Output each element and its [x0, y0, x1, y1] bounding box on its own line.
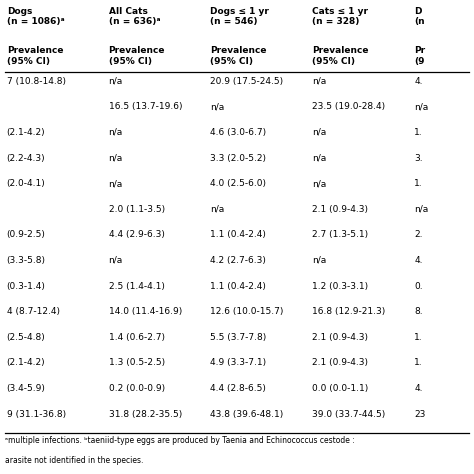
- Text: n/a: n/a: [109, 77, 123, 86]
- Text: n/a: n/a: [312, 128, 327, 137]
- Text: n/a: n/a: [109, 128, 123, 137]
- Text: 2.5 (1.4-4.1): 2.5 (1.4-4.1): [109, 282, 164, 291]
- Text: 4.6 (3.0-6.7): 4.6 (3.0-6.7): [210, 128, 266, 137]
- Text: n/a: n/a: [414, 102, 428, 111]
- Text: 4.4 (2.9-6.3): 4.4 (2.9-6.3): [109, 230, 164, 239]
- Text: 2.1 (0.9-4.3): 2.1 (0.9-4.3): [312, 333, 368, 342]
- Text: n/a: n/a: [109, 179, 123, 188]
- Text: 1.1 (0.4-2.4): 1.1 (0.4-2.4): [210, 282, 266, 291]
- Text: n/a: n/a: [210, 102, 225, 111]
- Text: 2.0 (1.1-3.5): 2.0 (1.1-3.5): [109, 205, 164, 214]
- Text: 4.: 4.: [414, 384, 423, 393]
- Text: (0.9-2.5): (0.9-2.5): [7, 230, 46, 239]
- Text: Cats ≤ 1 yr
(n = 328): Cats ≤ 1 yr (n = 328): [312, 7, 368, 26]
- Text: 4 (8.7-12.4): 4 (8.7-12.4): [7, 307, 60, 316]
- Text: 1.: 1.: [414, 128, 423, 137]
- Text: 20.9 (17.5-24.5): 20.9 (17.5-24.5): [210, 77, 283, 86]
- Text: 23: 23: [414, 410, 426, 419]
- Text: 1.4 (0.6-2.7): 1.4 (0.6-2.7): [109, 333, 164, 342]
- Text: 16.5 (13.7-19.6): 16.5 (13.7-19.6): [109, 102, 182, 111]
- Text: All Cats
(n = 636)ᵃ: All Cats (n = 636)ᵃ: [109, 7, 160, 26]
- Text: 4.: 4.: [414, 256, 423, 265]
- Text: Prevalence
(95% CI): Prevalence (95% CI): [7, 46, 63, 66]
- Text: n/a: n/a: [312, 77, 327, 86]
- Text: Prevalence
(95% CI): Prevalence (95% CI): [210, 46, 267, 66]
- Text: arasite not identified in the species.: arasite not identified in the species.: [5, 456, 143, 465]
- Text: 14.0 (11.4-16.9): 14.0 (11.4-16.9): [109, 307, 182, 316]
- Text: (2.2-4.3): (2.2-4.3): [7, 154, 45, 163]
- Text: Prevalence
(95% CI): Prevalence (95% CI): [312, 46, 369, 66]
- Text: n/a: n/a: [312, 154, 327, 163]
- Text: (2.0-4.1): (2.0-4.1): [7, 179, 46, 188]
- Text: (0.3-1.4): (0.3-1.4): [7, 282, 46, 291]
- Text: 1.: 1.: [414, 358, 423, 367]
- Text: 1.3 (0.5-2.5): 1.3 (0.5-2.5): [109, 358, 164, 367]
- Text: 1.: 1.: [414, 179, 423, 188]
- Text: 43.8 (39.6-48.1): 43.8 (39.6-48.1): [210, 410, 284, 419]
- Text: 7 (10.8-14.8): 7 (10.8-14.8): [7, 77, 65, 86]
- Text: 12.6 (10.0-15.7): 12.6 (10.0-15.7): [210, 307, 284, 316]
- Text: 3.: 3.: [414, 154, 423, 163]
- Text: 5.5 (3.7-7.8): 5.5 (3.7-7.8): [210, 333, 267, 342]
- Text: 2.: 2.: [414, 230, 423, 239]
- Text: (2.1-4.2): (2.1-4.2): [7, 128, 45, 137]
- Text: 1.: 1.: [414, 333, 423, 342]
- Text: 0.0 (0.0-1.1): 0.0 (0.0-1.1): [312, 384, 369, 393]
- Text: Prevalence
(95% CI): Prevalence (95% CI): [109, 46, 165, 66]
- Text: 2.1 (0.9-4.3): 2.1 (0.9-4.3): [312, 358, 368, 367]
- Text: (3.3-5.8): (3.3-5.8): [7, 256, 46, 265]
- Text: (3.4-5.9): (3.4-5.9): [7, 384, 46, 393]
- Text: 23.5 (19.0-28.4): 23.5 (19.0-28.4): [312, 102, 385, 111]
- Text: n/a: n/a: [109, 154, 123, 163]
- Text: 8.: 8.: [414, 307, 423, 316]
- Text: 0.2 (0.0-0.9): 0.2 (0.0-0.9): [109, 384, 164, 393]
- Text: 3.3 (2.0-5.2): 3.3 (2.0-5.2): [210, 154, 266, 163]
- Text: 4.2 (2.7-6.3): 4.2 (2.7-6.3): [210, 256, 266, 265]
- Text: 4.9 (3.3-7.1): 4.9 (3.3-7.1): [210, 358, 266, 367]
- Text: Pr
(9: Pr (9: [414, 46, 425, 66]
- Text: 9 (31.1-36.8): 9 (31.1-36.8): [7, 410, 66, 419]
- Text: n/a: n/a: [210, 205, 225, 214]
- Text: 16.8 (12.9-21.3): 16.8 (12.9-21.3): [312, 307, 386, 316]
- Text: 4.0 (2.5-6.0): 4.0 (2.5-6.0): [210, 179, 266, 188]
- Text: 0.: 0.: [414, 282, 423, 291]
- Text: (2.5-4.8): (2.5-4.8): [7, 333, 46, 342]
- Text: (2.1-4.2): (2.1-4.2): [7, 358, 45, 367]
- Text: 4.4 (2.8-6.5): 4.4 (2.8-6.5): [210, 384, 266, 393]
- Text: 2.1 (0.9-4.3): 2.1 (0.9-4.3): [312, 205, 368, 214]
- Text: ᵃmultiple infections. ᵇtaeniid-type eggs are produced by Taenia and Echinococcus: ᵃmultiple infections. ᵇtaeniid-type eggs…: [5, 436, 355, 445]
- Text: 1.1 (0.4-2.4): 1.1 (0.4-2.4): [210, 230, 266, 239]
- Text: D
(n: D (n: [414, 7, 425, 26]
- Text: n/a: n/a: [109, 256, 123, 265]
- Text: n/a: n/a: [414, 205, 428, 214]
- Text: 1.2 (0.3-3.1): 1.2 (0.3-3.1): [312, 282, 368, 291]
- Text: Dogs
(n = 1086)ᵃ: Dogs (n = 1086)ᵃ: [7, 7, 64, 26]
- Text: Dogs ≤ 1 yr
(n = 546): Dogs ≤ 1 yr (n = 546): [210, 7, 269, 26]
- Text: 2.7 (1.3-5.1): 2.7 (1.3-5.1): [312, 230, 368, 239]
- Text: n/a: n/a: [312, 256, 327, 265]
- Text: 31.8 (28.2-35.5): 31.8 (28.2-35.5): [109, 410, 182, 419]
- Text: 39.0 (33.7-44.5): 39.0 (33.7-44.5): [312, 410, 386, 419]
- Text: 4.: 4.: [414, 77, 423, 86]
- Text: n/a: n/a: [312, 179, 327, 188]
